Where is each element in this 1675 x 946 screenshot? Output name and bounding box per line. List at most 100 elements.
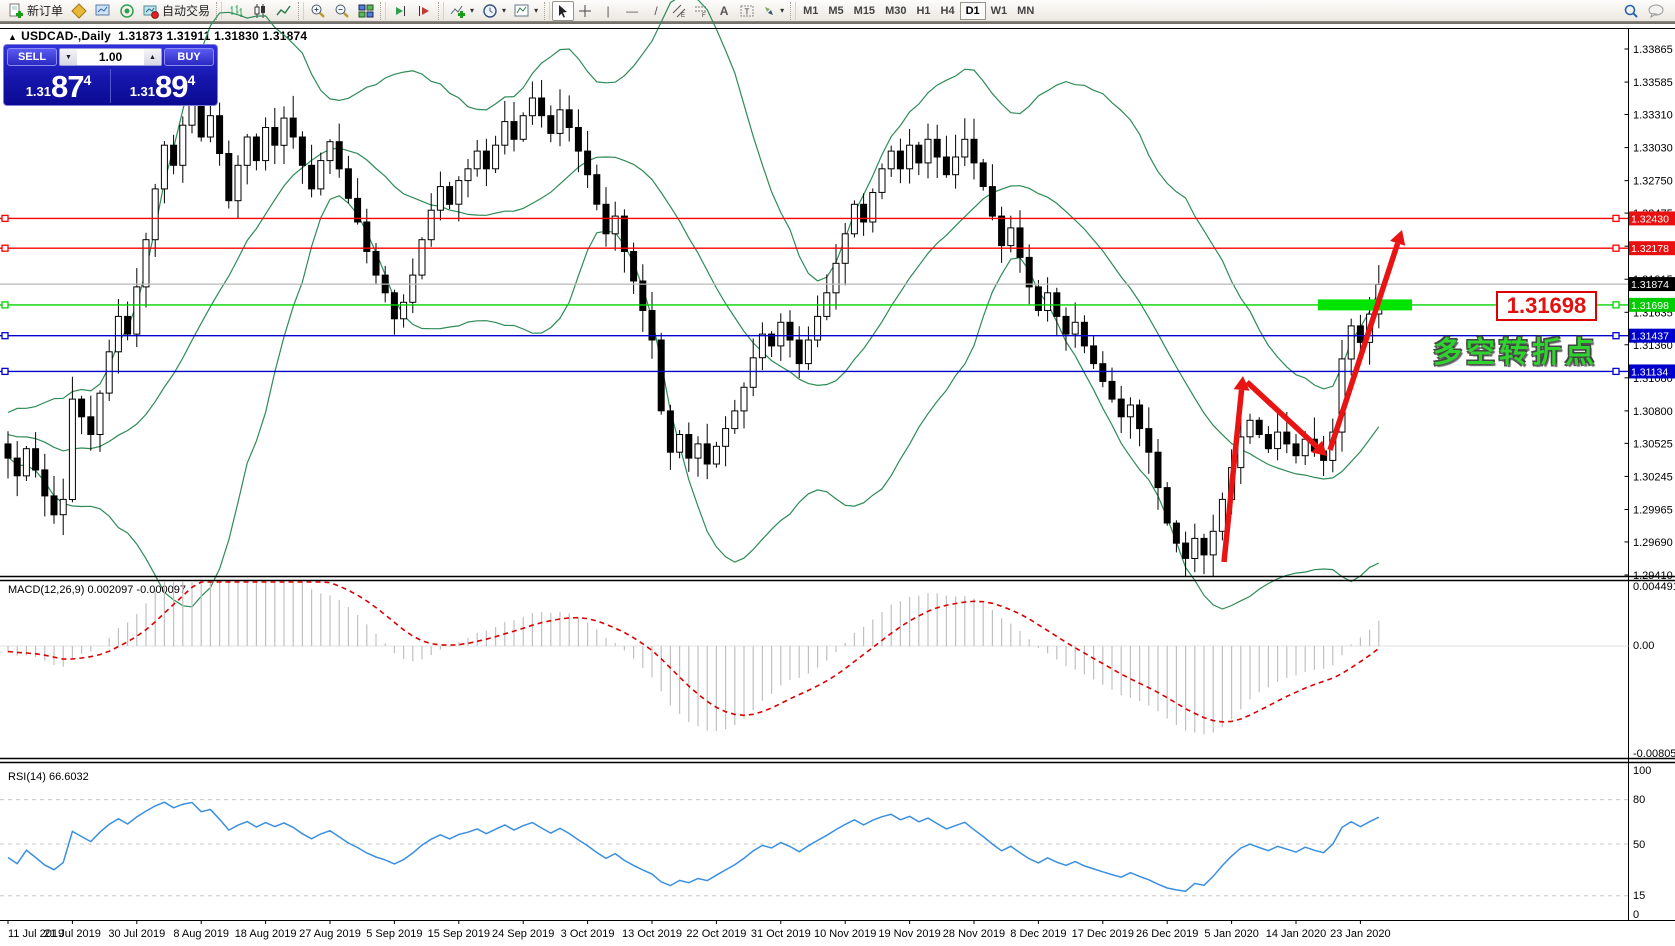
line-chart-icon: [276, 5, 291, 15]
timeframe-m15[interactable]: M15: [853, 4, 876, 17]
new-order-button[interactable]: 新订单: [4, 1, 67, 21]
templates-button[interactable]: ▾: [510, 1, 542, 21]
hline-handle[interactable]: [1612, 367, 1620, 376]
market-watch-button[interactable]: [67, 1, 91, 21]
chat-icon[interactable]: [1647, 3, 1665, 19]
candle-body: [124, 315, 132, 335]
date-label: 14 Jan 2020: [1266, 928, 1327, 940]
equidistant-channel-icon: E: [672, 4, 686, 18]
candlestick-mode-button[interactable]: [248, 1, 272, 21]
tile-windows-button[interactable]: [354, 1, 378, 21]
candle-body: [446, 186, 454, 205]
candle-body: [298, 136, 306, 166]
cursor-tool-button[interactable]: [552, 0, 575, 21]
buy-price[interactable]: 1.31 89 4: [111, 67, 214, 105]
trend-arrow-head: [1390, 230, 1406, 246]
channel-tool-button[interactable]: E: [668, 1, 690, 21]
hline-handle[interactable]: [1612, 214, 1620, 223]
horizontal-line-tool-button[interactable]: —: [620, 1, 644, 21]
volume-decrease-button[interactable]: ▼: [60, 49, 77, 65]
hline-handle[interactable]: [1, 301, 9, 309]
candle-body: [777, 321, 785, 347]
candle-body: [961, 138, 969, 158]
trend-arrow[interactable]: [1327, 242, 1401, 451]
candle-body: [170, 144, 178, 166]
hline-handle[interactable]: [1612, 332, 1620, 340]
price-callout-box[interactable]: 1.31698: [1496, 291, 1597, 321]
candle-body: [271, 127, 279, 146]
candle-body: [427, 209, 435, 241]
periods-button[interactable]: ▾: [478, 1, 510, 21]
timeframe-m30[interactable]: M30: [885, 4, 907, 17]
timeframe-m1[interactable]: M1: [803, 4, 819, 17]
volume-input[interactable]: 1.00: [77, 49, 144, 65]
crosshair-tool-button[interactable]: [574, 1, 596, 21]
highlight-zone-rect[interactable]: [1318, 299, 1412, 311]
candle-body: [758, 333, 766, 359]
trend-arrow[interactable]: [1245, 379, 1319, 449]
turning-point-annotation[interactable]: 多空转折点: [1432, 337, 1598, 369]
candle-body: [308, 164, 316, 190]
date-label: 26 Dec 2019: [1136, 928, 1198, 940]
trend-arrow[interactable]: [1221, 389, 1245, 563]
hline-handle[interactable]: [1, 244, 9, 252]
chart-window-button[interactable]: [91, 1, 115, 21]
chart-title: ▲ USDCAD-,Daily 1.31873 1.31911 1.31830 1…: [8, 29, 307, 43]
timeframe-h1[interactable]: H1: [916, 4, 931, 17]
candle-body: [4, 443, 12, 459]
text-label-tool-button[interactable]: T: [736, 1, 758, 21]
line-chart-mode-button[interactable]: [272, 1, 296, 21]
timeframe-d1[interactable]: D1: [959, 1, 986, 20]
collapse-triangle-icon[interactable]: ▲: [8, 32, 18, 42]
price-tick-label: 1.32750: [1633, 176, 1673, 188]
timeframe-h4[interactable]: H4: [940, 4, 955, 17]
candle-body: [262, 127, 270, 162]
auto-scroll-button[interactable]: [388, 1, 412, 21]
text-tool-button[interactable]: A: [712, 1, 736, 21]
candle-body: [1126, 404, 1134, 418]
candle-body: [740, 386, 748, 412]
candle-body: [1136, 404, 1144, 430]
buy-button[interactable]: BUY: [164, 48, 214, 66]
candle-body: [206, 115, 214, 138]
candle-body: [528, 97, 536, 117]
timeframe-w1[interactable]: W1: [990, 4, 1008, 17]
arrows-tool-button[interactable]: ▾: [758, 1, 788, 21]
candle-body: [795, 339, 803, 365]
date-label: 15 Sep 2019: [428, 928, 490, 940]
chart-shift-button[interactable]: [412, 1, 436, 21]
autotrading-icon: [143, 5, 159, 19]
timeframe-mn[interactable]: MN: [1017, 4, 1035, 17]
price-tag-label: 1.31874: [1631, 279, 1669, 291]
candle-body: [620, 215, 628, 253]
hline-handle[interactable]: [1, 332, 9, 340]
hline-handle[interactable]: [1, 214, 9, 223]
signals-button[interactable]: [115, 1, 139, 21]
zoom-in-button[interactable]: [306, 1, 330, 21]
trendline-tool-button[interactable]: /: [644, 1, 668, 21]
hline-handle[interactable]: [1612, 244, 1620, 252]
toolbar-separator: [298, 1, 305, 20]
hline-handle[interactable]: [1, 367, 9, 376]
candle-body: [565, 109, 573, 129]
candle-body: [473, 150, 481, 170]
macd-axis-label: 0.00: [1633, 640, 1654, 652]
toolbar-separator: [380, 1, 387, 20]
bar-chart-mode-button[interactable]: [224, 1, 248, 21]
vertical-line-tool-button[interactable]: |: [596, 1, 620, 21]
fibonacci-tool-button[interactable]: F: [690, 1, 712, 21]
volume-increase-button[interactable]: ▲: [144, 49, 161, 65]
timeframe-m5[interactable]: M5: [828, 4, 844, 17]
candle-body: [216, 115, 224, 154]
date-label: 18 Aug 2019: [235, 928, 297, 940]
search-icon[interactable]: [1623, 3, 1639, 19]
price-tag: [1629, 241, 1675, 256]
sell-button[interactable]: SELL: [7, 48, 57, 66]
date-label: 5 Sep 2019: [366, 928, 422, 940]
hline-handle[interactable]: [1612, 301, 1620, 309]
sell-price[interactable]: 1.31 87 4: [7, 67, 110, 105]
zoom-out-button[interactable]: [330, 1, 354, 21]
autotrading-button[interactable]: 自动交易: [139, 1, 214, 21]
indicators-button[interactable]: ▾: [446, 1, 478, 21]
